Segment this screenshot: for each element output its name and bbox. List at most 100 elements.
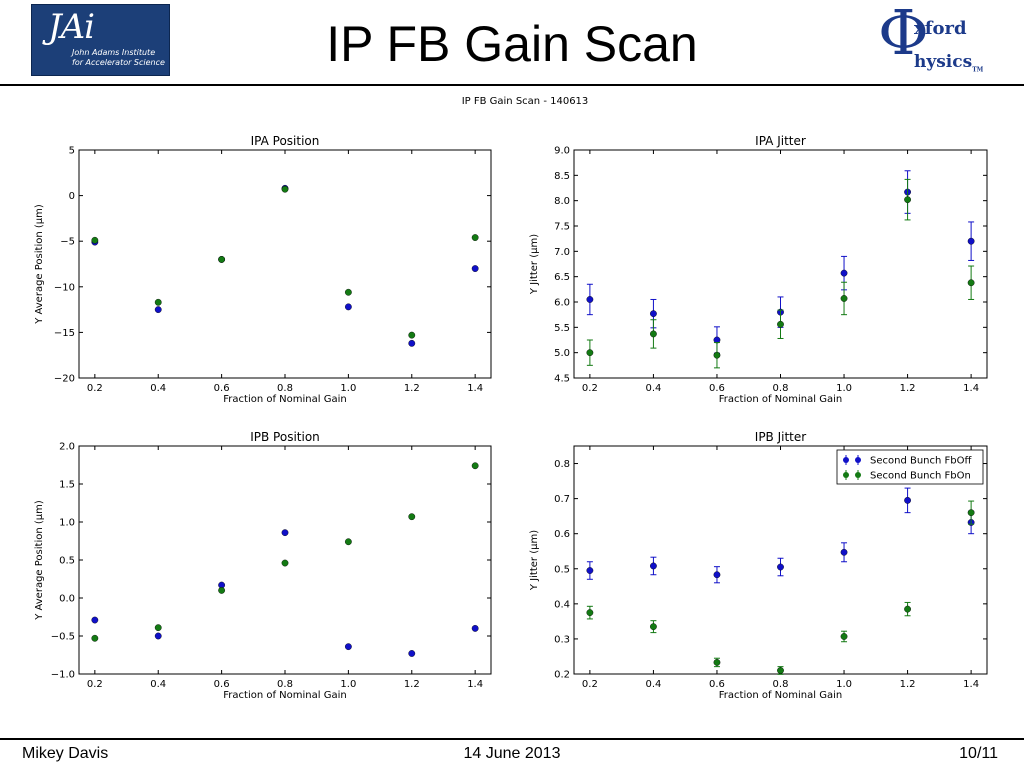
chart3-xtick-label: 1.0 xyxy=(340,679,356,690)
chart3-series1-point xyxy=(154,632,162,640)
chart1-series2-point xyxy=(218,256,226,263)
chart4-title: IPB Jitter xyxy=(755,430,806,444)
chart2-series1-point xyxy=(650,310,657,318)
chart1-xtick-label: 0.8 xyxy=(277,383,293,394)
chart2-xtick-label: 1.0 xyxy=(836,383,852,394)
chart1-xlabel: Fraction of Nominal Gain xyxy=(223,394,346,405)
chart1-xtick-label: 1.4 xyxy=(467,383,483,394)
chart3-series2-point xyxy=(91,634,99,642)
chart1-ylabel: Y Average Position (μm) xyxy=(34,204,45,325)
chart1-series2-point xyxy=(91,236,99,244)
chart1-ytick-label: −5 xyxy=(60,237,75,248)
chart4-series1-point xyxy=(650,562,657,570)
chart4-xtick-label: 0.6 xyxy=(709,679,725,690)
chart4-series2-point xyxy=(840,633,848,640)
chart4-series2-point xyxy=(586,609,594,617)
oxford-logo-line1: xford xyxy=(914,18,967,39)
chart2-xtick-label: 0.2 xyxy=(582,383,598,394)
chart4-series1-point xyxy=(840,548,848,556)
chart2-ytick-label: 4.5 xyxy=(554,374,570,385)
chart3-series2-point xyxy=(344,538,352,546)
chart2-xtick-label: 1.4 xyxy=(963,383,979,394)
chart4-xtick-label: 0.4 xyxy=(645,679,661,690)
chart4-ytick-label: 0.4 xyxy=(554,599,570,610)
chart1-xtick-label: 1.2 xyxy=(404,383,420,394)
chart3-xtick-label: 0.8 xyxy=(277,679,293,690)
chart2-series1-point xyxy=(586,296,594,303)
chart3-ylabel: Y Average Position (μm) xyxy=(34,500,45,621)
chart2-series2-point xyxy=(840,295,848,302)
chart2-ytick-label: 7.5 xyxy=(554,222,570,233)
chart1-ytick-label: 0 xyxy=(69,191,75,202)
chart4-ytick-label: 0.6 xyxy=(554,529,570,540)
chart3-series2-point xyxy=(408,513,416,521)
chart4-ylabel: Y Jitter (μm) xyxy=(529,530,540,591)
chart1-xtick-label: 0.2 xyxy=(87,383,103,394)
chart3-title: IPB Position xyxy=(250,430,320,444)
jai-logo-line1: John Adams Institute xyxy=(72,48,156,57)
chart4-ytick-label: 0.7 xyxy=(554,494,570,505)
chart3-ytick-label: 0.5 xyxy=(59,556,75,567)
chart4-legend-marker xyxy=(843,472,849,478)
chart2-xtick-label: 0.4 xyxy=(645,383,661,394)
chart3-series1-point xyxy=(471,625,479,632)
chart3-xlabel: Fraction of Nominal Gain xyxy=(223,690,346,701)
figure-title: IP FB Gain Scan - 140613 xyxy=(462,96,589,107)
chart1-series1-point xyxy=(344,303,352,311)
trademark-mark: TM xyxy=(972,66,984,74)
chart2-series2-point xyxy=(650,330,657,338)
chart3-series2-point xyxy=(154,624,162,632)
jai-logo-line2: for Accelerator Science xyxy=(72,58,165,67)
chart4-series2-point xyxy=(650,623,657,631)
chart4-series1-point xyxy=(904,496,911,504)
chart3-xtick-label: 0.4 xyxy=(150,679,166,690)
chart1-ytick-label: 5 xyxy=(69,146,75,157)
chart4-legend-label: Second Bunch FbOn xyxy=(870,471,971,482)
chart3-series1-point xyxy=(408,650,416,657)
chart4-xtick-label: 0.8 xyxy=(773,679,789,690)
chart-figure: IP FB Gain Scan - 140613 IPA Position 0.2 0… xyxy=(34,96,988,701)
slide-title: IP FB Gain Scan xyxy=(326,16,698,72)
oxford-physics-logo: Φ xford hysicsTM xyxy=(878,0,988,74)
chart3-series1-point xyxy=(281,529,289,537)
chart4-ytick-label: 0.2 xyxy=(554,670,570,681)
chart4-legend-box xyxy=(836,449,984,485)
chart4-series1-point xyxy=(713,571,721,579)
chart4-ytick-label: 0.3 xyxy=(554,634,570,645)
chart4-ytick-label: 0.5 xyxy=(554,564,570,575)
chart2-plot-frame xyxy=(573,149,988,379)
chart1-xtick-label: 0.6 xyxy=(214,383,230,394)
chart1-series2-point xyxy=(408,331,416,339)
chart4-series2-point xyxy=(713,659,721,666)
chart3-series2-point xyxy=(218,586,226,594)
chart1-series1-point xyxy=(408,339,416,347)
chart4-xtick-label: 1.4 xyxy=(963,679,979,690)
oxford-logo-line2: hysicsTM xyxy=(914,52,983,73)
chart3-ytick-label: −0.5 xyxy=(51,632,75,643)
jai-logo-mark: JAi xyxy=(48,7,95,47)
chart4-series1-point xyxy=(777,563,784,571)
chart2-title: IPA Jitter xyxy=(755,134,806,148)
chart2-series1-point xyxy=(967,237,975,245)
chart3-ytick-label: 1.5 xyxy=(59,480,75,491)
chart2-xtick-label: 0.6 xyxy=(709,383,725,394)
chart2-ytick-label: 6.5 xyxy=(554,272,570,283)
chart2-ytick-label: 5.0 xyxy=(554,348,570,359)
chart2-ytick-label: 5.5 xyxy=(554,323,570,334)
phi-icon: Φ xyxy=(878,0,929,69)
chart3-series2-point xyxy=(471,462,479,470)
header-divider xyxy=(0,84,1024,86)
jai-logo: JAi John Adams Institute for Accelerator… xyxy=(31,4,170,76)
chart1-xtick-label: 1.0 xyxy=(340,383,356,394)
chart4-series2-point xyxy=(967,509,975,517)
chart3-xtick-label: 1.4 xyxy=(467,679,483,690)
chart1-series2-point xyxy=(281,185,289,193)
chart3-xtick-label: 1.2 xyxy=(404,679,420,690)
chart1-ytick-label: −10 xyxy=(54,282,75,293)
chart2-series2-point xyxy=(586,349,594,357)
chart1-plot-frame xyxy=(78,149,492,379)
chart4-series1-point xyxy=(586,567,594,574)
chart2-series1-point xyxy=(840,269,848,277)
chart1-title: IPA Position xyxy=(251,134,320,148)
chart3-xtick-label: 0.6 xyxy=(214,679,230,690)
